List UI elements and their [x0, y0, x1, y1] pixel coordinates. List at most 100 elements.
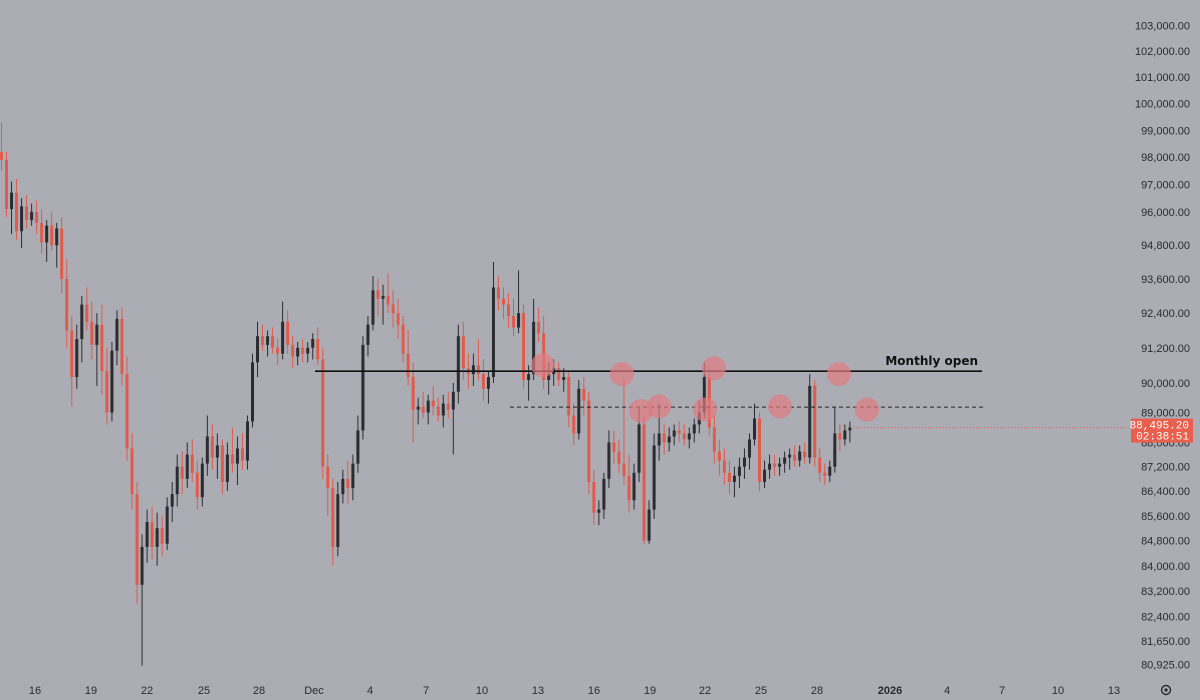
candle — [210, 424, 214, 470]
candle — [732, 466, 736, 498]
candle — [55, 222, 59, 268]
candle — [507, 293, 511, 328]
candle — [622, 379, 626, 485]
candle — [20, 198, 24, 248]
candle — [331, 478, 335, 566]
candle — [642, 415, 646, 544]
candle — [296, 341, 300, 366]
time-axis[interactable]: 16 19 22 25 28 Dec 4 7 10 13 16 19 22 25 28 2026 4 7 10 13 — [29, 685, 1120, 697]
x-tick-label: 7 — [423, 685, 429, 697]
y-tick-label: 90,000.00 — [1141, 378, 1190, 390]
x-tick-label: 22 — [141, 685, 153, 697]
candle — [306, 341, 310, 363]
candle — [833, 406, 837, 473]
candle — [371, 276, 375, 331]
candle — [35, 200, 39, 235]
candle — [597, 500, 601, 526]
candle — [496, 276, 500, 311]
touch-marker[interactable] — [693, 397, 717, 422]
x-tick-label: 25 — [755, 685, 767, 697]
candle — [652, 433, 656, 519]
candle — [577, 379, 581, 440]
candle — [10, 181, 14, 235]
candle — [783, 451, 787, 473]
candle — [316, 327, 320, 366]
candle — [251, 353, 254, 428]
candle — [602, 472, 606, 519]
x-tick-label: 2026 — [878, 685, 902, 697]
candle — [486, 371, 490, 404]
candle — [85, 287, 89, 331]
candle — [125, 356, 129, 461]
y-tick-label: 81,650.00 — [1141, 636, 1190, 648]
candle-countdown: 02:38:51 — [1136, 432, 1189, 444]
y-tick-label: 89,000.00 — [1141, 408, 1190, 420]
candle — [717, 439, 721, 476]
candle — [722, 448, 726, 485]
candle — [120, 307, 124, 386]
candle — [90, 301, 94, 360]
candle — [301, 339, 305, 363]
x-tick-label: 28 — [253, 685, 265, 697]
candle — [230, 427, 234, 473]
candle — [15, 178, 19, 240]
candle — [336, 481, 340, 557]
candle — [737, 457, 741, 489]
candle — [351, 454, 355, 501]
markers-layer — [531, 353, 879, 424]
candle — [366, 316, 370, 357]
touch-marker[interactable] — [629, 399, 653, 424]
touch-marker[interactable] — [827, 362, 851, 387]
candle — [843, 424, 847, 446]
touch-marker[interactable] — [855, 397, 879, 422]
candle — [848, 421, 852, 443]
candle — [562, 368, 566, 392]
x-tick-label: 16 — [588, 685, 600, 697]
monthly-open-label: Monthly open — [885, 354, 978, 368]
candle — [396, 298, 400, 340]
touch-marker[interactable] — [768, 394, 792, 419]
y-tick-label: 85,600.00 — [1141, 511, 1190, 523]
candle — [607, 430, 611, 489]
touch-marker[interactable] — [647, 394, 671, 419]
candle — [240, 433, 244, 470]
candle — [727, 460, 731, 495]
candle — [50, 211, 54, 251]
candle — [476, 339, 480, 380]
touch-marker[interactable] — [702, 356, 726, 381]
candle — [421, 391, 425, 419]
y-tick-label: 83,200.00 — [1141, 586, 1190, 598]
candle — [60, 217, 64, 294]
y-tick-label: 84,800.00 — [1141, 536, 1190, 548]
candle — [321, 347, 325, 479]
candle — [481, 359, 485, 401]
candle — [828, 460, 832, 482]
candle — [768, 454, 772, 479]
x-tick-label: Dec — [304, 685, 324, 697]
price-axis[interactable]: 103,000.00 102,000.00 101,000.00 100,000.00… — [1135, 20, 1190, 671]
touch-marker[interactable] — [610, 362, 634, 387]
x-tick-label: 22 — [699, 685, 711, 697]
candle — [256, 321, 260, 378]
candle — [281, 301, 285, 360]
x-tick-label: 19 — [644, 685, 656, 697]
candle — [682, 424, 686, 446]
candle — [818, 448, 822, 482]
y-tick-label: 103,000.00 — [1135, 20, 1190, 32]
y-tick-label: 102,000.00 — [1135, 46, 1190, 58]
candle — [753, 403, 756, 446]
y-tick-label: 91,200.00 — [1141, 343, 1190, 355]
y-tick-label: 86,400.00 — [1141, 486, 1190, 498]
candle — [95, 313, 99, 386]
touch-marker[interactable] — [531, 353, 555, 378]
candle — [185, 442, 189, 489]
candle — [261, 324, 265, 351]
candle — [200, 457, 204, 507]
candle — [70, 316, 74, 407]
settings-gear-icon[interactable] — [1160, 684, 1172, 696]
candle — [271, 327, 275, 354]
candle — [130, 433, 134, 510]
candle — [40, 209, 44, 254]
